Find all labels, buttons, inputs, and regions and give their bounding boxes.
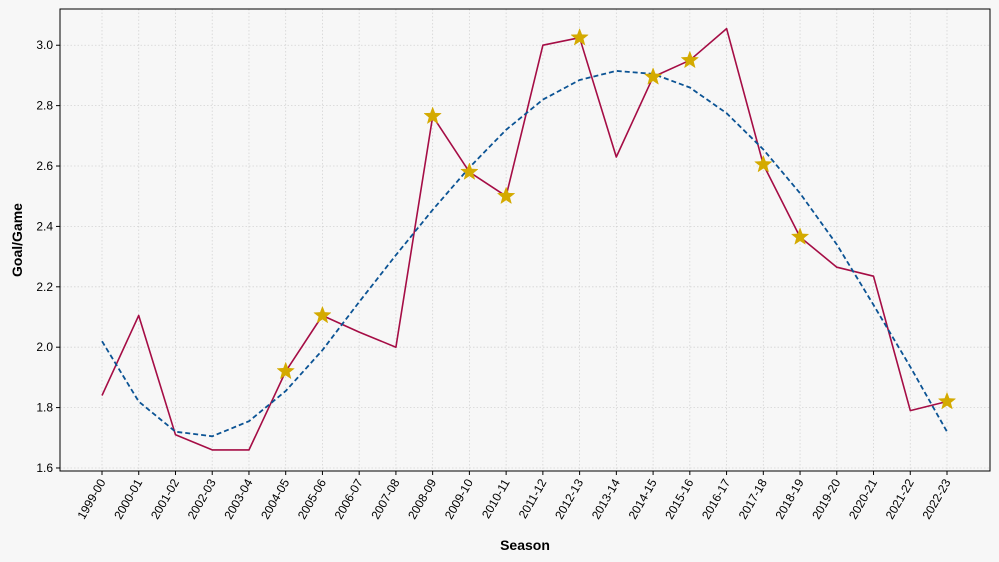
x-tick-label: 2000-01 [111, 476, 145, 521]
star-marker [754, 154, 773, 173]
star-marker [680, 50, 700, 69]
x-tick-label: 2022-23 [919, 476, 953, 521]
x-tick-label: 1999-00 [74, 476, 108, 521]
y-tick-label: 1.8 [36, 401, 53, 415]
star-marker [790, 227, 810, 245]
x-tick-label: 2007-08 [368, 476, 402, 521]
y-tick-label: 2.8 [36, 99, 53, 113]
x-axis: 1999-00 2000-01 2001-02 2002-03 2003-04 2004-… [74, 471, 954, 522]
y-tick-label: 2.6 [36, 159, 53, 173]
plot-background [60, 9, 990, 471]
x-tick-label: 2003-04 [221, 476, 255, 521]
x-tick-label: 2001-02 [148, 476, 182, 521]
x-tick-label: 2013-14 [589, 476, 623, 521]
star-marker [276, 361, 295, 380]
star-marker [460, 162, 479, 180]
star-marker [423, 106, 442, 125]
x-tick-label: 2002-03 [185, 476, 219, 521]
star-marker [937, 391, 957, 410]
x-tick-label: 2020-21 [846, 476, 880, 521]
x-tick-label: 2021-22 [883, 476, 917, 521]
x-tick-label: 2012-13 [552, 476, 586, 521]
y-axis-title: Goal/Game [9, 203, 25, 277]
star-marker [496, 186, 516, 205]
x-tick-label: 2018-19 [772, 476, 806, 521]
star-marker [570, 27, 589, 46]
grid [60, 9, 990, 471]
star-marker [643, 67, 663, 85]
y-tick-label: 3.0 [36, 38, 53, 52]
y-tick-label: 2.2 [36, 280, 53, 294]
x-tick-label: 2014-15 [626, 476, 660, 521]
x-tick-label: 2011-12 [516, 476, 550, 521]
x-tick-label: 2019-20 [809, 476, 843, 521]
y-tick-label: 2.0 [36, 340, 53, 354]
goal-per-game-line [101, 27, 948, 451]
star-marker [313, 305, 332, 324]
x-tick-label: 2015-16 [662, 476, 696, 521]
y-axis: 1.6 1.8 2.0 2.2 2.4 2.6 2.8 3.0 [36, 38, 60, 475]
x-tick-label: 2006-07 [332, 476, 366, 521]
x-tick-label: 2017-18 [736, 476, 770, 521]
trend-line [101, 70, 948, 438]
x-axis-title: Season [500, 537, 550, 553]
series-layer [101, 27, 948, 451]
x-tick-label: 2008-09 [405, 476, 439, 521]
x-tick-label: 2016-17 [699, 476, 733, 521]
plot-frame [59, 8, 991, 472]
x-tick-label: 2005-06 [295, 476, 329, 521]
marker-layer [276, 27, 957, 410]
x-tick-label: 2009-10 [442, 476, 476, 521]
y-tick-label: 2.4 [36, 219, 53, 233]
y-tick-label: 1.6 [36, 461, 53, 475]
x-tick-label: 2010-11 [479, 476, 513, 521]
x-tick-label: 2004-05 [258, 476, 292, 521]
